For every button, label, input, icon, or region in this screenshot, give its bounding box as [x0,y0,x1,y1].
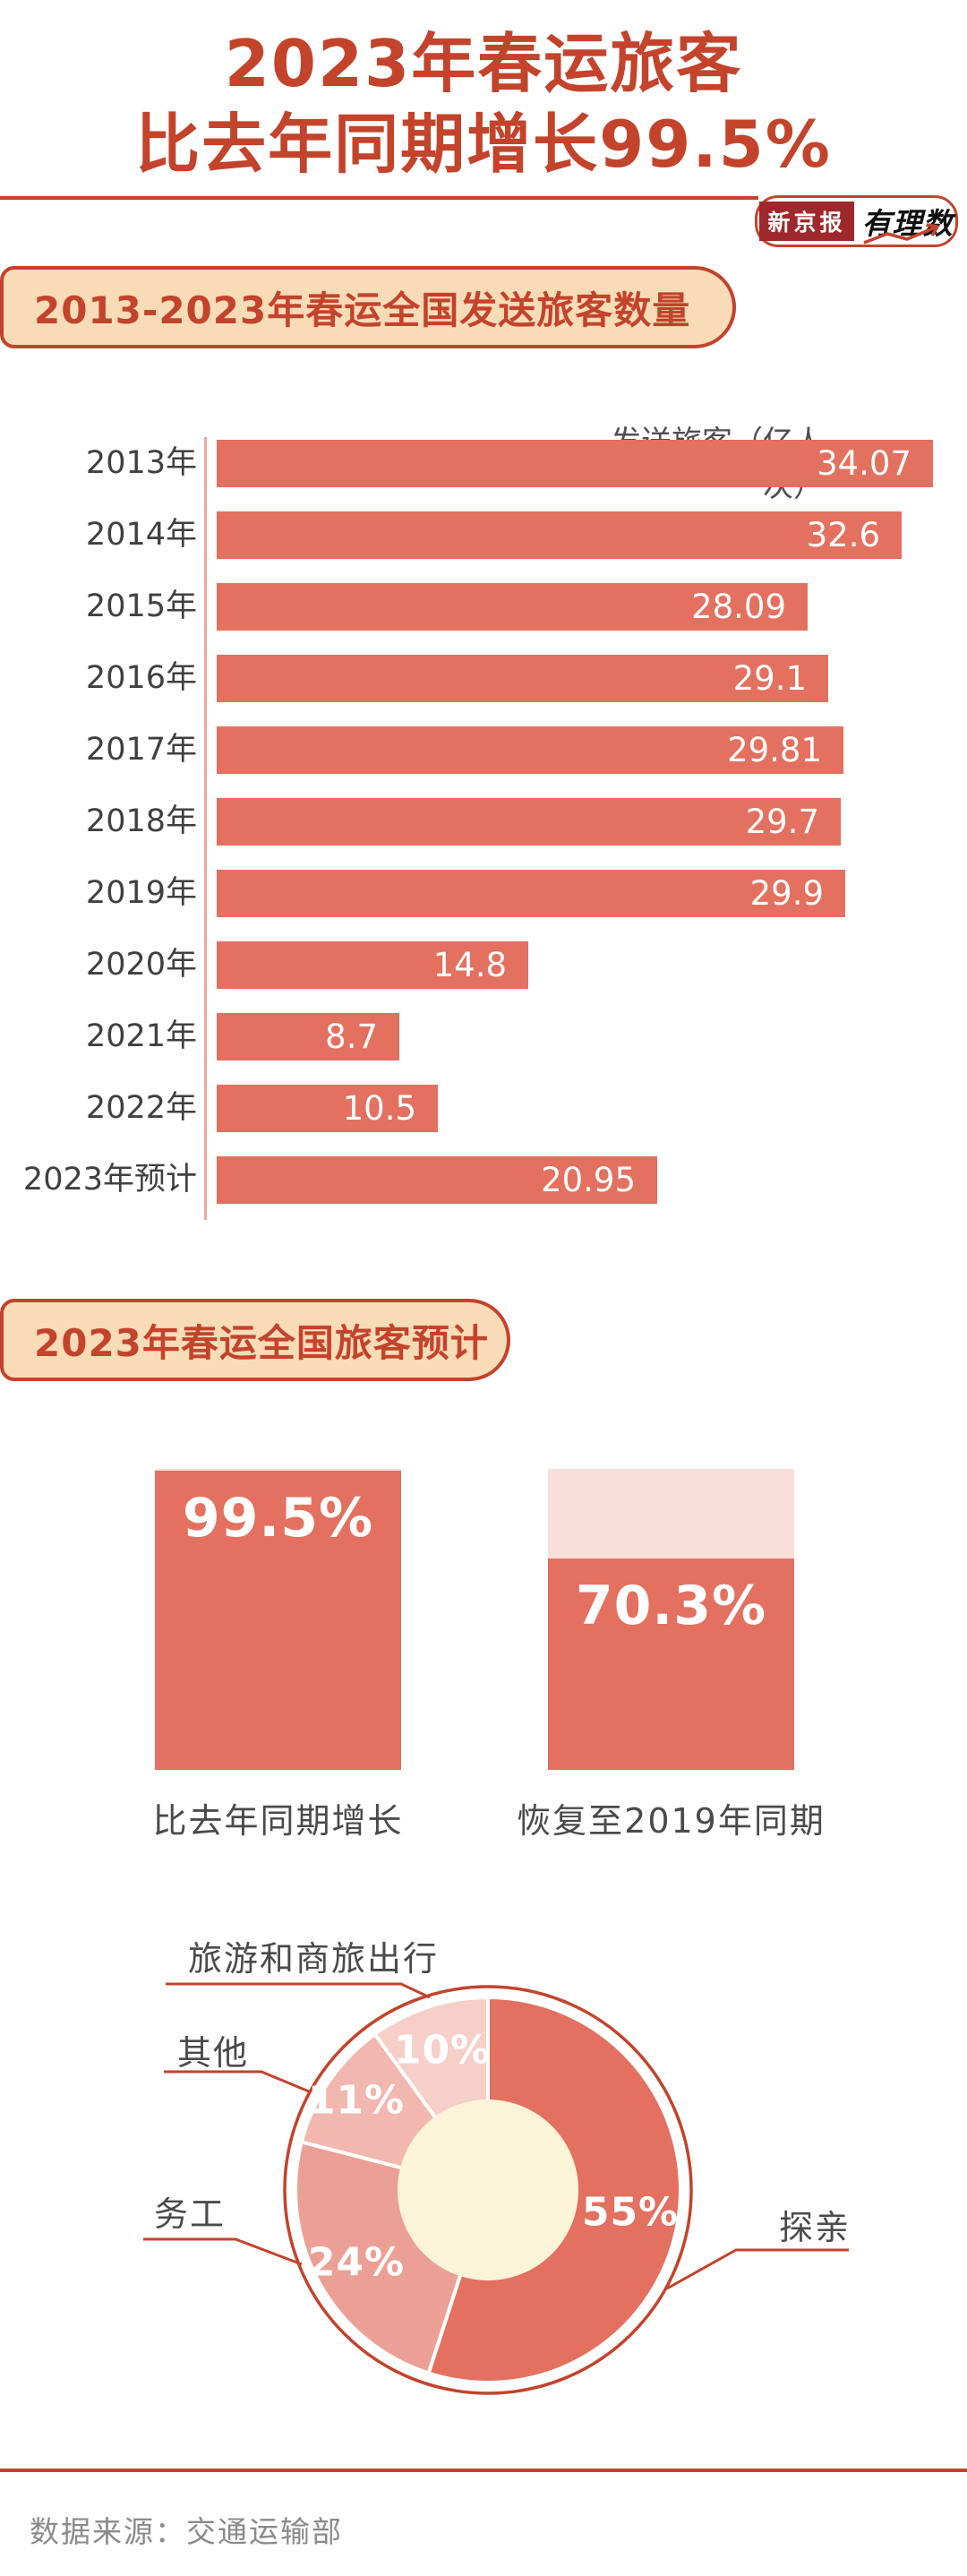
pie-percent-label: 55% [582,2190,679,2236]
bar-2019年: 29.9 [217,870,845,917]
bar-category-label: 2019年 [85,875,197,911]
header-divider-line [0,196,758,200]
bar-chart-passengers-by-year: 发送旅客（亿人次） 2013年34.072014年32.62015年28.092… [0,394,967,1254]
pie-leader-line-其他 [164,2070,310,2093]
bar-value-label: 32.6 [806,516,880,554]
pie-category-label: 其他 [177,2033,249,2073]
pie-category-label: 探亲 [779,2208,851,2247]
bar-2022年: 10.5 [217,1085,438,1132]
page-title-line1: 2023年春运旅客 [224,26,743,101]
bar-2013年: 34.07 [217,440,933,487]
bar-2017年: 29.81 [217,726,843,774]
pie-leader-line-探亲 [666,2248,849,2290]
bar-value-label: 29.7 [745,803,819,841]
bar-2016年: 29.1 [217,655,828,702]
pie-category-label: 旅游和商旅出行 [188,1939,439,1979]
page-title-line2: 比去年同期增长99.5% [135,107,832,182]
bar-value-label: 29.9 [749,874,824,913]
bar-2018年: 29.7 [217,798,841,846]
percent-square-比去年同期增长: 99.5% [155,1469,401,1770]
percent-square-value: 99.5% [182,1487,374,1550]
bar-category-label: 2020年 [85,947,197,983]
section-header-forecast: 2023年春运全国旅客预计 [0,1299,515,1387]
footer-divider-line [0,2469,967,2472]
bar-value-label: 14.8 [432,946,507,984]
donut-outer-ring [283,1985,693,2395]
donut-center [398,2099,578,2280]
bar-category-label: 2013年 [85,445,197,481]
bar-category-label: 2014年 [85,517,197,553]
percent-square-value: 70.3% [575,1575,767,1637]
bar-2023年预计: 20.95 [217,1156,657,1204]
bar-value-label: 8.7 [325,1018,378,1056]
pie-percent-label: 10% [394,2028,491,2074]
pie-percent-label: 24% [308,2240,405,2286]
bar-2020年: 14.8 [217,941,528,989]
data-source-note: 数据来源：交通运输部 [30,2514,343,2549]
bar-category-label: 2016年 [85,660,197,696]
bar-value-label: 29.1 [732,659,807,698]
bar-value-label: 28.09 [691,588,786,626]
bar-value-label: 20.95 [541,1161,636,1199]
bar-category-label: 2022年 [85,1090,197,1126]
page-title: 2023年春运旅客 比去年同期增长99.5% [0,23,967,185]
bar-2015年: 28.09 [217,583,808,631]
pie-percent-label: 11% [308,2078,405,2124]
donut-chart-trip-purpose: 55% 24% 11%10% 探亲 务工 其他 旅游和商旅出行 [143,1939,851,2395]
percent-square-fill [155,1471,401,1770]
bar-category-label: 2017年 [85,732,197,768]
bar-value-label: 10.5 [342,1089,416,1128]
bar-category-label: 2021年 [85,1018,197,1054]
bar-value-label: 29.81 [727,731,822,769]
bar-category-label: 2018年 [85,803,197,839]
percent-square-label: 恢复至2019年同期 [517,1801,826,1841]
publisher-logo-brand: 新京报 [759,202,854,241]
pie-leader-line-务工 [143,2237,303,2266]
pie-category-label: 务工 [154,2194,226,2234]
bar-value-label: 34.07 [817,444,911,483]
bar-category-label: 2023年预计 [22,1162,197,1198]
pie-leader-line-旅游和商旅出行 [166,1982,431,1999]
section-header-passengers-sent: 2013-2023年春运全国发送旅客数量 [0,266,740,354]
publisher-logo-sub: 有理数 [862,200,954,245]
percent-square-恢复至2019年同期: 70.3% [548,1469,794,1770]
percent-square-fill [548,1558,794,1770]
trend-arrow-icon [862,223,940,245]
bar-2014年: 32.6 [217,511,902,559]
percent-square-label: 比去年同期增长 [152,1801,404,1841]
bar-category-label: 2015年 [85,588,197,624]
bar-chart-axis-line [204,437,207,1220]
publisher-logo: 新京报 有理数 [755,195,958,247]
bar-2021年: 8.7 [217,1013,399,1060]
